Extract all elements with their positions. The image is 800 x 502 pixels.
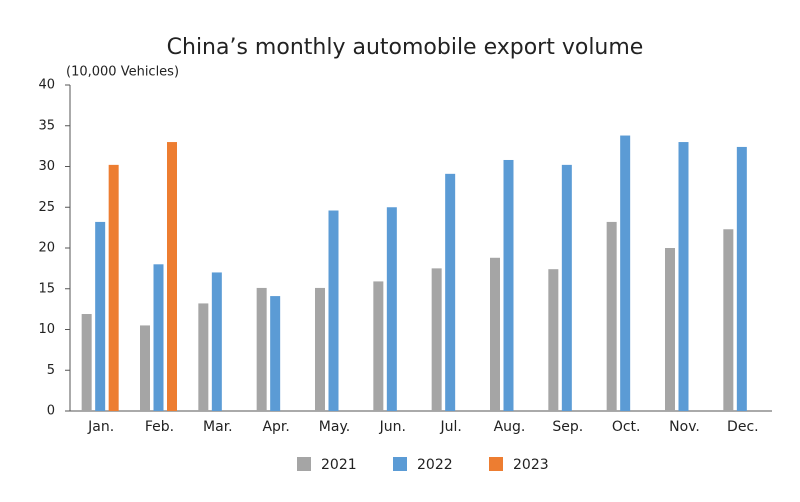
y-tick-label: 30: [38, 159, 55, 174]
bar: [723, 229, 734, 411]
legend-label: 2021: [321, 457, 357, 473]
legend-swatch: [393, 457, 407, 471]
x-tick-label: Feb.: [145, 419, 174, 435]
x-tick-label: Mar.: [203, 419, 233, 435]
bar: [445, 173, 456, 411]
bar: [665, 248, 675, 411]
x-tick-label: Sep.: [552, 419, 583, 435]
y-tick-label: 0: [47, 404, 55, 419]
bar: [108, 164, 119, 411]
bar: [198, 303, 209, 411]
bar: [548, 269, 559, 411]
y-tick-label: 10: [38, 322, 55, 337]
y-tick-label: 15: [38, 281, 55, 296]
legend-swatch: [297, 457, 311, 471]
bar: [81, 314, 92, 411]
y-tick-label: 40: [38, 78, 55, 93]
bar: [328, 210, 339, 411]
bar: [678, 142, 689, 412]
y-tick-label: 35: [38, 118, 55, 133]
legend-swatch: [489, 457, 503, 471]
legend-label: 2022: [417, 457, 453, 473]
bar: [315, 287, 325, 411]
chart-title: China’s monthly automobile export volume: [167, 35, 644, 60]
x-tick-label: Dec.: [727, 419, 759, 435]
bar: [211, 272, 222, 411]
x-tick-label: Jun.: [379, 419, 406, 435]
bar: [167, 142, 177, 412]
bar: [256, 287, 267, 411]
x-tick-label: Jul.: [439, 419, 461, 435]
bar: [431, 268, 442, 411]
bar: [373, 281, 384, 411]
legend-label: 2023: [513, 457, 549, 473]
bar: [386, 207, 397, 411]
bar: [140, 325, 150, 411]
y-tick-label: 20: [38, 241, 55, 256]
bar: [153, 264, 164, 411]
bar: [736, 146, 747, 411]
bar: [606, 221, 617, 411]
bar: [490, 257, 500, 411]
x-tick-label: Jan.: [87, 419, 114, 435]
x-tick-label: May.: [319, 419, 350, 435]
bar: [503, 159, 514, 411]
bar: [561, 164, 572, 411]
y-tick-label: 25: [38, 200, 55, 215]
bar: [95, 221, 106, 411]
x-tick-label: Oct.: [612, 419, 641, 435]
x-tick-label: Nov.: [669, 419, 700, 435]
x-tick-label: Apr.: [262, 419, 289, 435]
x-tick-label: Aug.: [494, 419, 526, 435]
bar: [620, 135, 631, 411]
bar: [270, 296, 281, 411]
y-tick-label: 5: [47, 363, 55, 378]
y-axis-label: (10,000 Vehicles): [66, 65, 179, 80]
